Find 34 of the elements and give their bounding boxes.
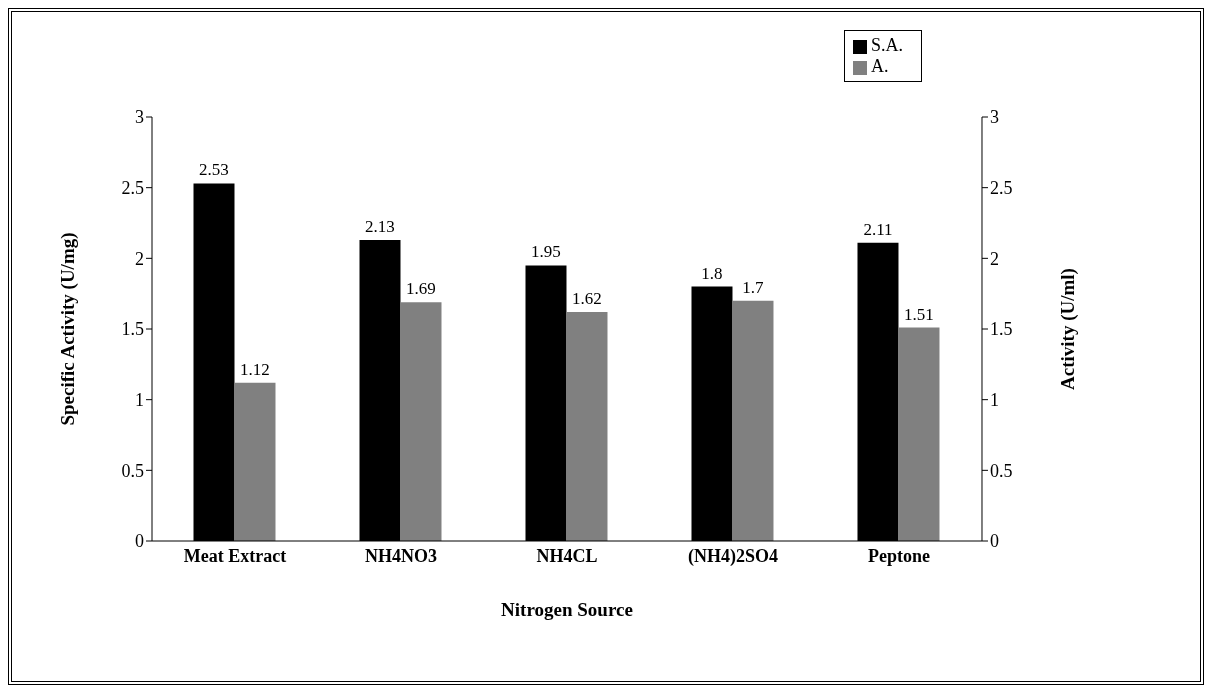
y-tick-label: 0 <box>135 531 144 552</box>
x-tick-label: NH4CL <box>536 545 598 566</box>
data-label: 2.13 <box>365 216 395 236</box>
y-axis-title: Specific Activity (U/mg) <box>56 232 79 426</box>
x-tick-label: Meat Extract <box>183 545 287 566</box>
y-tick-label: 1 <box>135 390 144 411</box>
x-tick-label: Peptone <box>867 545 930 566</box>
data-label: 1.8 <box>701 263 723 283</box>
legend-label: S.A. <box>871 35 904 55</box>
x-tick-label: (NH4)2SO4 <box>687 545 778 567</box>
x-axis-title: Nitrogen Source <box>501 599 633 620</box>
y2-tick-label: 1.5 <box>989 319 1013 340</box>
y-tick-label: 0.5 <box>121 460 144 481</box>
y2-tick-label: 0.5 <box>989 460 1013 481</box>
data-label: 1.51 <box>904 304 934 324</box>
data-label: 1.7 <box>742 277 765 297</box>
y2-tick-label: 0 <box>989 531 999 552</box>
data-label: 1.12 <box>240 359 270 379</box>
data-label: 1.95 <box>531 242 561 262</box>
y2-tick-label: 3 <box>989 107 999 128</box>
y-tick-label: 2.5 <box>121 178 144 199</box>
y-tick-label: 3 <box>135 107 144 128</box>
y2-axis-title: Activity (U/ml) <box>1056 268 1079 390</box>
data-label: 2.11 <box>863 219 893 239</box>
data-label: 1.69 <box>406 279 436 299</box>
data-label: 1.62 <box>572 289 602 309</box>
x-tick-label: NH4NO3 <box>365 545 437 566</box>
data-label: 2.53 <box>199 160 229 180</box>
y-tick-label: 2 <box>135 248 144 269</box>
legend-label: A. <box>871 56 889 76</box>
y2-tick-label: 2.5 <box>989 178 1013 199</box>
y2-tick-label: 2 <box>989 248 999 269</box>
y-tick-label: 1.5 <box>121 319 144 340</box>
y2-tick-label: 1 <box>989 390 999 411</box>
